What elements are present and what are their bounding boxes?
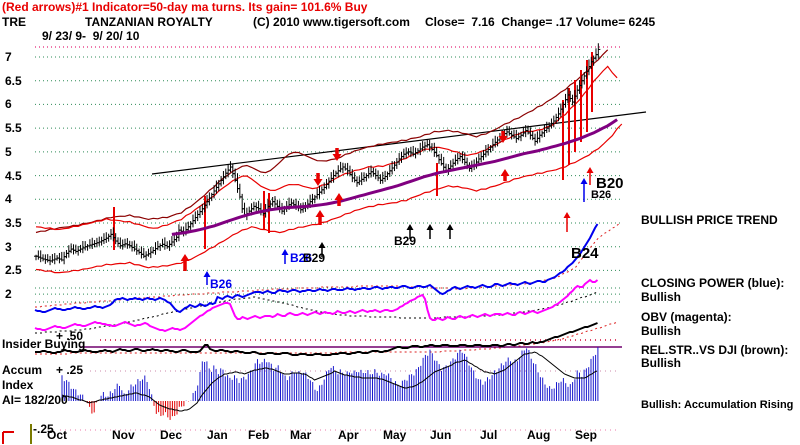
month-label-aug: Aug	[527, 428, 551, 442]
index-label: Index	[2, 378, 34, 392]
signal-label-b29-5: B29	[303, 251, 326, 265]
price-axis-label-6.5: 6.5	[5, 73, 22, 88]
rel-strength-title: REL.STR..VS DJI (brown):	[641, 343, 789, 357]
level-plus-50-label: + .50	[56, 329, 84, 343]
month-label-mar: Mar	[290, 428, 312, 442]
price-axis-label-5.5: 5.5	[5, 121, 22, 136]
month-label-apr: Apr	[338, 428, 359, 442]
signal-label-b20-0: B20	[596, 175, 624, 192]
month-label-may: May	[383, 428, 407, 442]
signal-label-b26-1: B26	[591, 189, 612, 201]
price-axis-label-5: 5	[5, 144, 12, 159]
closing-power-title: CLOSING POWER (blue):	[641, 276, 785, 290]
signal-label-b26-4: B26	[290, 251, 313, 265]
price-axis-label-2: 2	[5, 287, 12, 302]
price-axis-label-3: 3	[5, 239, 12, 254]
date-range: 9/ 23/ 9- 9/ 20/ 10	[42, 29, 140, 43]
month-label-jan: Jan	[207, 428, 228, 442]
company-name: TANZANIAN ROYALTY	[85, 15, 213, 29]
month-label-jul: Jul	[480, 428, 498, 442]
ai-value-label: AI= 182/200	[2, 393, 68, 407]
closing-power-status: Bullish	[641, 290, 682, 304]
signal-summary-line: (Red arrows)#1 Indicator=50-day ma turns…	[2, 0, 368, 14]
obv-status: Bullish	[641, 324, 682, 338]
price-axis-label-4.5: 4.5	[5, 168, 22, 183]
insider-buying-label: Insider Buying	[2, 337, 86, 351]
accum-label: Accum	[2, 363, 43, 377]
level-minus-25-label: -.25	[33, 422, 54, 436]
level-plus-25-label: + .25	[56, 363, 84, 377]
month-label-dec: Dec	[160, 428, 183, 442]
month-label-oct: Oct	[47, 428, 68, 442]
price-axis-label-6: 6	[5, 97, 12, 112]
signal-label-b29-3: B29	[394, 234, 417, 248]
month-label-feb: Feb	[248, 428, 270, 442]
copyright-text: (C) 2010 www.tigersoft.com	[253, 15, 410, 29]
ticker-symbol: TRE	[2, 15, 26, 29]
month-label-nov: Nov	[112, 428, 135, 442]
price-axis-label-2.5: 2.5	[5, 263, 22, 278]
rel-strength-status: Bullish	[641, 356, 682, 370]
price-axis-label-4: 4	[5, 192, 12, 207]
signal-label-b26-6: B26	[210, 277, 233, 291]
signal-label-b24-2: B24	[571, 245, 599, 262]
price-trend-status: BULLISH PRICE TREND	[641, 213, 778, 227]
month-label-sep: Sep	[575, 428, 598, 442]
month-label-jun: Jun	[430, 428, 452, 442]
accumulation-status: Bullish: Accumulation Rising	[641, 399, 794, 411]
quote-stats: Close= 7.16 Change= .17 Volume= 6245	[425, 15, 656, 29]
price-axis-label-7: 7	[5, 50, 12, 64]
obv-title: OBV (magenta):	[641, 310, 732, 324]
price-axis-label-3.5: 3.5	[5, 216, 22, 230]
